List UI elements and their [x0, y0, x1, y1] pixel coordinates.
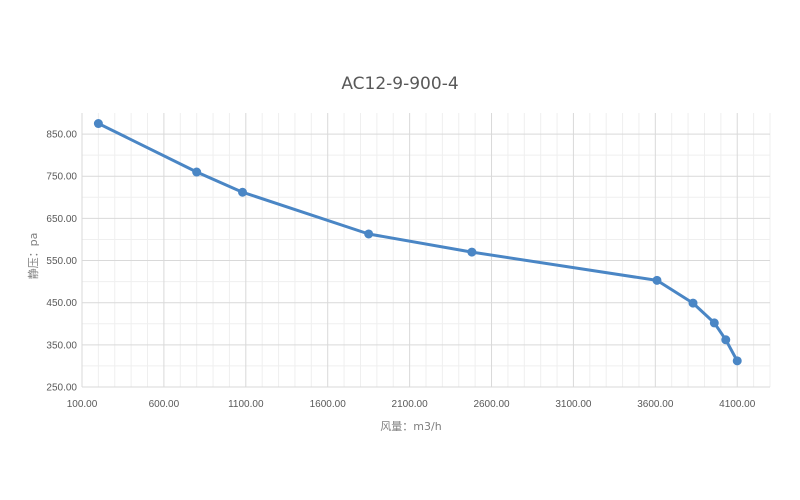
grid: [81, 113, 771, 388]
y-axis-ticks: 250.00 350.00 450.00 550.00 650.00 750.00 850.…: [46, 130, 77, 394]
x-tick-label: 3100.00: [555, 399, 592, 410]
y-tick-label: 750.00: [46, 172, 77, 183]
chart-title: AC12-9-900-4: [341, 74, 458, 94]
y-tick-label: 850.00: [46, 130, 77, 141]
y-tick-label: 550.00: [46, 256, 77, 267]
series-line: [96, 122, 739, 363]
data-point: [467, 247, 477, 257]
x-tick-label: 600.00: [149, 399, 180, 410]
data-point: [192, 167, 202, 177]
x-tick-label: 100.00: [67, 399, 98, 410]
y-axis-label: 静压：pa: [26, 233, 40, 280]
x-axis-ticks: 100.00 600.00 1100.00 1600.00 2100.00 2600.00…: [67, 399, 756, 410]
x-tick-label: 4100.00: [719, 399, 756, 410]
y-tick-label: 350.00: [46, 340, 77, 351]
x-tick-label: 2100.00: [392, 399, 429, 410]
x-tick-label: 2600.00: [473, 399, 510, 410]
x-tick-label: 1100.00: [228, 399, 264, 410]
data-point: [721, 335, 731, 345]
series-layer: [93, 119, 742, 366]
data-point: [364, 229, 374, 239]
y-tick-label: 250.00: [46, 383, 77, 394]
x-axis-label: 风量：m3/h: [380, 420, 441, 433]
data-point: [709, 318, 719, 328]
data-point: [652, 275, 662, 285]
data-point: [93, 119, 103, 129]
y-tick-label: 650.00: [46, 214, 77, 225]
data-point: [732, 356, 742, 366]
data-point: [688, 298, 698, 308]
x-tick-label: 3600.00: [637, 399, 674, 410]
data-point: [238, 187, 248, 197]
y-tick-label: 450.00: [46, 298, 77, 309]
x-tick-label: 1600.00: [310, 399, 347, 410]
